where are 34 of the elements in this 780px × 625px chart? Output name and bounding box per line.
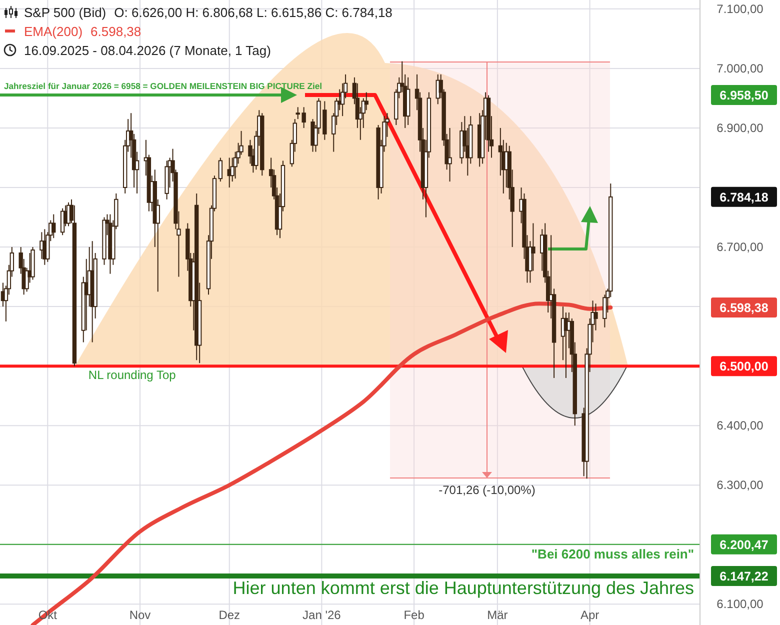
x-tick-label: Jan '26	[302, 608, 342, 622]
x-tick-label: Mär	[487, 608, 508, 622]
candlestick	[218, 157, 223, 182]
x-tick-label: Dez	[218, 608, 240, 622]
y-tick-label: 6.100,00	[716, 597, 764, 612]
annotation: NL rounding Top	[88, 368, 176, 382]
y-tick-label: 7.000,00	[716, 61, 764, 76]
annotation: Hier unten kommt erst die Hauptunterstützung des Jahres	[232, 578, 694, 598]
chart-title: S&P 500 (Bid)	[24, 5, 106, 20]
ref-line-label: 6.147,22	[720, 570, 768, 584]
annotation: O: 6.626,00 H: 6.806,68 L: 6.615,86 C: 6.784,18	[114, 5, 392, 20]
text: 6.784,18	[720, 190, 768, 204]
candlestick	[531, 222, 536, 272]
annotation: 6.598,38	[90, 24, 142, 39]
y-tick-label: 6.400,00	[716, 418, 764, 433]
text: 6.958,50	[720, 88, 768, 102]
candlestick	[52, 214, 56, 239]
ref-line-label: 6.200,47	[720, 538, 768, 552]
ref-line-label: 6.500,00	[720, 360, 768, 374]
annotation: "Bei 6200 muss alles rein"	[531, 546, 694, 562]
x-tick-label: Feb	[404, 608, 425, 622]
annotation: Jahresziel für Januar 2026 = 6958 = GOLDEN MEILENSTEIN BIG PICTURE Ziel	[4, 81, 322, 91]
y-tick-label: 6.900,00	[716, 120, 764, 135]
legend-label: EMA(200)	[24, 24, 83, 39]
candlestick	[364, 92, 368, 111]
candlestick	[448, 127, 452, 182]
y-tick-label: 6.700,00	[716, 240, 764, 254]
text: 16.09.2025 - 08.04.2026 (7 Monate, 1 Tag)	[24, 43, 271, 58]
y-tick-label: 6.300,00	[716, 478, 764, 492]
x-tick-label: Apr	[580, 608, 600, 622]
annotation: -701,26 (-10,00%)	[438, 483, 536, 497]
x-tick-label: Nov	[129, 608, 151, 622]
text: 6.598,38	[720, 301, 768, 316]
y-tick-label: 7.100,00	[716, 2, 764, 16]
